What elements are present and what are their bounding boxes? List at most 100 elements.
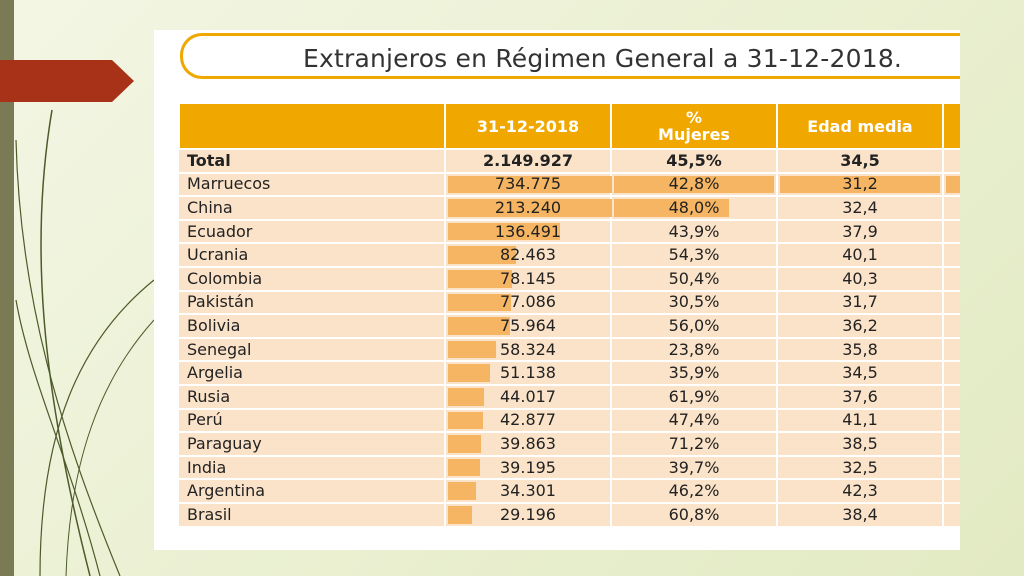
women-pct-cell: 50,4% — [611, 266, 778, 292]
extra-cell — [943, 196, 960, 221]
table-row: Brasil 29.196 60,8% 38,4 — [179, 502, 960, 528]
count-cell: 34.301 — [445, 479, 612, 504]
count-cell-value: 29.196 — [500, 504, 556, 524]
country-name-value: Argelia — [187, 363, 243, 383]
red-arrow-shape — [0, 60, 134, 102]
women-pct-cell: 56,0% — [611, 314, 778, 339]
count-cell: 75.964 — [445, 314, 612, 339]
count-data-bar — [448, 175, 612, 194]
country-name-value: Argentina — [187, 481, 266, 501]
extra-cell — [943, 432, 960, 457]
women-pct-cell: 61,9% — [611, 384, 778, 410]
country-name: Ecuador — [179, 219, 446, 245]
women-pct-cell-value: 71,2% — [668, 433, 720, 453]
count-cell-value: 44.017 — [500, 386, 556, 406]
avg-age-cell-value: 42,3 — [842, 481, 878, 501]
country-name-value: Senegal — [187, 339, 252, 359]
slide-left-bar — [0, 0, 14, 576]
header-date: 31-12-2018 — [444, 102, 612, 150]
count-data-bar-overflow — [614, 199, 729, 217]
country-name-value: India — [187, 457, 227, 477]
count-data-bar-overflow — [614, 175, 774, 194]
count-cell: 58.324 — [445, 337, 612, 363]
avg-age-cell-value: 35,8 — [842, 339, 878, 359]
total-pct: 45,5% — [611, 149, 778, 174]
country-name: Argentina — [179, 479, 446, 504]
table-row: India 39.195 39,7% 32,5 — [179, 455, 960, 481]
count-cell-value: 78.145 — [500, 268, 556, 288]
table-row: Senegal 58.324 23,8% 35,8 — [179, 337, 960, 363]
women-pct-cell-value: 56,0% — [668, 315, 720, 335]
avg-age-cell-value: 34,5 — [842, 363, 878, 383]
extra-cell — [943, 219, 960, 245]
country-name: Bolivia — [179, 314, 446, 339]
country-name-value: Colombia — [187, 268, 263, 288]
count-cell: 213.240 — [445, 196, 612, 221]
count-cell-value: 42.877 — [500, 410, 556, 430]
count-cell-value: 39.195 — [500, 457, 556, 477]
women-pct-cell-value: 47,4% — [668, 410, 720, 430]
avg-age-cell-value: 40,1 — [842, 245, 878, 265]
extra-cell — [943, 243, 960, 268]
count-cell: 42.877 — [445, 408, 612, 434]
table-row: Marruecos 734.775 42,8% 31,2 — [179, 172, 960, 198]
country-name: Rusia — [179, 384, 446, 410]
avg-age-cell: 35,8 — [777, 337, 944, 363]
country-name-value: Ucrania — [187, 245, 249, 265]
women-pct-cell: 47,4% — [611, 408, 778, 434]
avg-age-cell-value: 37,9 — [842, 221, 878, 241]
extra-cell — [943, 361, 960, 386]
decorative-swirls — [15, 109, 155, 576]
country-name-value: Rusia — [187, 386, 231, 406]
country-name-value: Pakistán — [187, 292, 254, 312]
avg-age-cell: 41,1 — [777, 408, 944, 434]
avg-age-cell: 31,2 — [777, 172, 944, 198]
avg-age-cell: 37,9 — [777, 219, 944, 245]
header-women-label: Mujeres — [658, 125, 730, 144]
country-name: Senegal — [179, 337, 446, 363]
count-cell-value: 34.301 — [500, 481, 556, 501]
avg-age-cell-value: 32,4 — [842, 197, 878, 217]
country-name-value: Perú — [187, 410, 223, 430]
count-cell: 29.196 — [445, 502, 612, 528]
women-pct-cell-value: 35,9% — [668, 363, 720, 383]
women-pct-cell: 71,2% — [611, 432, 778, 457]
women-pct-cell-value: 60,8% — [668, 504, 720, 524]
avg-age-cell: 31,7 — [777, 290, 944, 316]
slide-title: Extranjeros en Régimen General a 31-12-2… — [303, 44, 903, 73]
count-cell: 51.138 — [445, 361, 612, 386]
women-pct-cell: 46,2% — [611, 479, 778, 504]
avg-age-cell: 37,6 — [777, 384, 944, 410]
country-name-value: Bolivia — [187, 315, 241, 335]
extra-cell — [943, 314, 960, 339]
avg-age-cell: 36,2 — [777, 314, 944, 339]
extra-cell — [943, 337, 960, 363]
count-data-bar — [448, 505, 472, 524]
header-pct-symbol: % — [685, 108, 703, 127]
women-pct-cell: 43,9% — [611, 219, 778, 245]
count-data-bar — [448, 411, 484, 430]
count-cell-value: 136.491 — [494, 221, 562, 241]
count-cell-value: 213.240 — [494, 197, 562, 217]
table-row-total: Total 2.149.927 45,5% 34,5 — [179, 149, 960, 174]
count-cell: 39.863 — [445, 432, 612, 457]
women-pct-cell-value: 54,3% — [668, 245, 720, 265]
country-name: India — [179, 455, 446, 481]
count-data-bar — [448, 340, 496, 359]
table-row: Argentina 34.301 46,2% 42,3 — [179, 479, 960, 504]
count-cell-value: 58.324 — [500, 339, 556, 359]
total-label: Total — [179, 149, 446, 174]
country-name: Argelia — [179, 361, 446, 386]
header-country — [178, 102, 446, 150]
country-name-value: Paraguay — [187, 433, 262, 453]
header-extra — [942, 102, 960, 150]
count-cell-value: 51.138 — [500, 363, 556, 383]
women-pct-cell: 30,5% — [611, 290, 778, 316]
country-name: Paraguay — [179, 432, 446, 457]
count-cell-value: 75.964 — [500, 315, 556, 335]
women-pct-cell: 42,8% — [611, 172, 778, 198]
country-name: Brasil — [179, 502, 446, 528]
count-cell-value: 39.863 — [500, 433, 556, 453]
header-women-pct: % Mujeres — [610, 102, 778, 150]
total-extra — [943, 149, 960, 174]
